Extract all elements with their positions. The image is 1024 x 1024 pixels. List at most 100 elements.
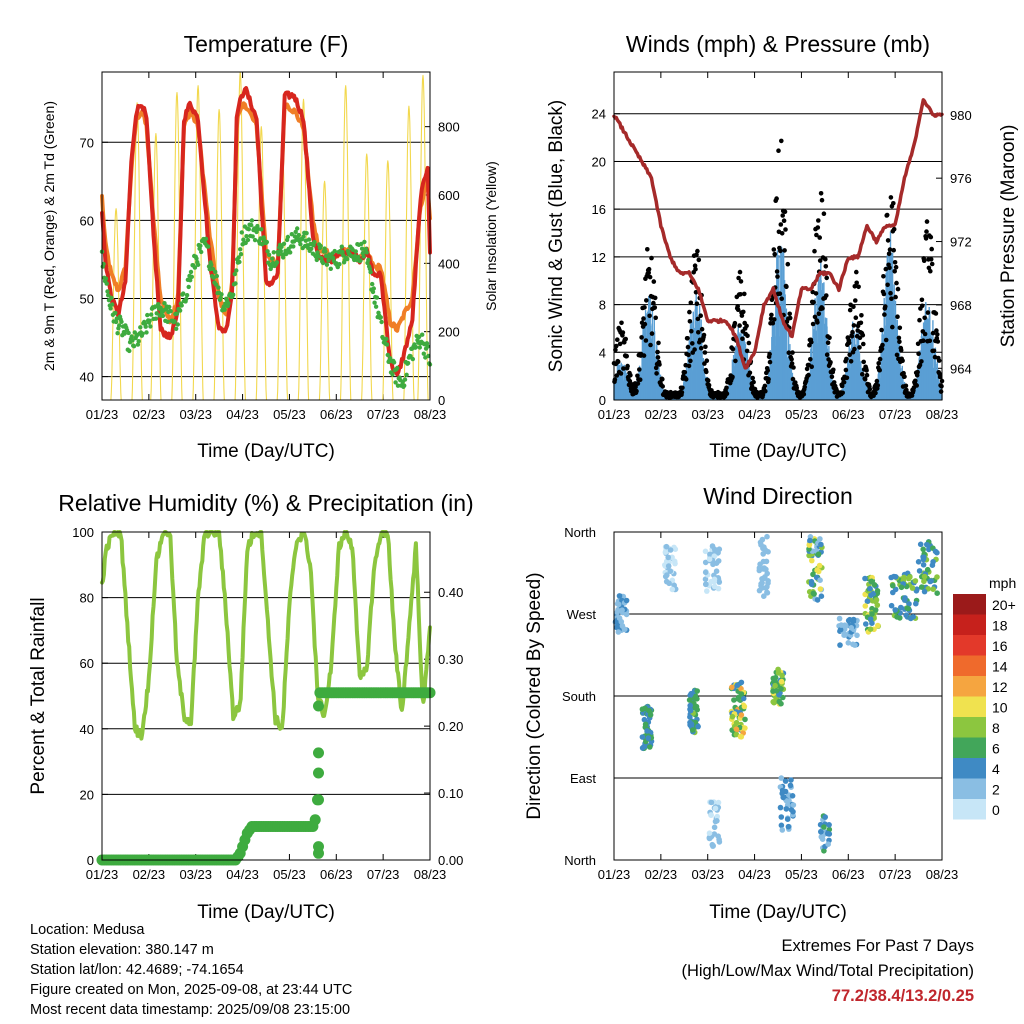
direction-point bbox=[695, 723, 701, 730]
temperature-ytick-label: 50 bbox=[80, 291, 94, 306]
temperature-ytick-label: 40 bbox=[80, 370, 94, 385]
winds-ytick-label: 20 bbox=[592, 154, 606, 169]
gust-point bbox=[923, 236, 929, 241]
direction-point bbox=[647, 712, 654, 718]
gust-point bbox=[625, 363, 630, 369]
gust-point bbox=[784, 284, 789, 290]
winds-plot: 01/23 02/23 03/23 04/23 05/23 06/23 07/23 08/23… bbox=[592, 71, 972, 422]
gust-point bbox=[935, 332, 940, 337]
insolation-curve bbox=[297, 98, 310, 401]
direction-ytick-label: North bbox=[564, 525, 596, 540]
gust-point bbox=[829, 374, 835, 380]
gust-point bbox=[937, 374, 943, 380]
direction-point bbox=[920, 562, 927, 568]
gust-point bbox=[928, 234, 934, 240]
gust-point bbox=[853, 315, 859, 321]
winds-title: Winds (mph) & Pressure (mb) bbox=[626, 31, 930, 57]
extremes-summary: Extremes For Past 7 Days (High/Low/Max W… bbox=[681, 934, 974, 1009]
gust-point bbox=[735, 307, 741, 313]
temperature-xtick-label: 02/23 bbox=[133, 407, 166, 422]
gust-point bbox=[783, 227, 788, 232]
dewpoint-point bbox=[295, 226, 300, 231]
humidity-ytick-label: 40 bbox=[80, 722, 94, 737]
gust-point bbox=[815, 225, 821, 230]
precip-point bbox=[313, 747, 324, 759]
dewpoint-point bbox=[198, 243, 203, 248]
gust-point bbox=[696, 330, 701, 335]
gust-point bbox=[624, 353, 629, 359]
legend-label: 2 bbox=[992, 782, 1000, 798]
dewpoint-point bbox=[314, 257, 319, 263]
gust-point bbox=[900, 358, 905, 364]
gust-point bbox=[812, 314, 818, 320]
dewpoint-point bbox=[140, 331, 145, 336]
humidity-xtick-label: 01/23 bbox=[86, 867, 119, 882]
direction-point bbox=[890, 589, 896, 596]
gust-point bbox=[688, 358, 693, 364]
gust-point bbox=[648, 342, 653, 348]
dewpoint-point bbox=[203, 236, 209, 241]
direction-point bbox=[669, 586, 676, 593]
insolation-curve bbox=[110, 208, 122, 401]
gust-point bbox=[644, 298, 649, 303]
dewpoint-point bbox=[385, 352, 390, 358]
legend-swatch bbox=[953, 778, 986, 799]
direction-point bbox=[778, 814, 785, 820]
gust-point bbox=[654, 371, 659, 376]
temperature-xtick-label: 05/23 bbox=[273, 407, 306, 422]
direction-point bbox=[619, 607, 625, 613]
direction-point bbox=[867, 626, 874, 632]
direction-point bbox=[706, 556, 713, 562]
gust-point bbox=[612, 377, 618, 382]
t2m-line bbox=[100, 86, 432, 377]
gust-point bbox=[843, 367, 849, 373]
direction-point bbox=[615, 629, 622, 635]
direction-point bbox=[779, 787, 786, 794]
legend-label: 20+ bbox=[992, 597, 1016, 613]
dewpoint-point bbox=[279, 244, 284, 249]
dewpoint-point bbox=[174, 311, 180, 316]
gust-point bbox=[655, 355, 661, 360]
gust-point bbox=[920, 303, 925, 309]
gust-point bbox=[811, 299, 816, 305]
gust-point bbox=[860, 372, 865, 377]
gust-point bbox=[614, 373, 620, 378]
humidity-ytick-label: 100 bbox=[72, 525, 94, 540]
direction-ytick-label: South bbox=[562, 689, 596, 704]
gust-point bbox=[785, 261, 791, 267]
speed-legend-title: mph bbox=[989, 575, 1016, 591]
gust-point bbox=[817, 235, 822, 240]
legend-label: 12 bbox=[992, 679, 1008, 695]
direction-point bbox=[764, 533, 770, 540]
direction-point bbox=[818, 593, 825, 599]
dewpoint-point bbox=[337, 262, 342, 267]
gust-point bbox=[696, 257, 702, 263]
direction-point bbox=[932, 548, 939, 555]
winds-ylabel-right: Station Pressure (Maroon) bbox=[998, 125, 1019, 348]
gust-point bbox=[617, 341, 623, 347]
gust-point bbox=[660, 376, 665, 382]
temperature-ylabel-left: 2m & 9m T (Red, Orange) & 2m Td (Green) bbox=[41, 101, 57, 371]
gust-point bbox=[824, 352, 830, 358]
direction-point bbox=[862, 575, 868, 582]
direction-point bbox=[776, 692, 782, 698]
gust-point bbox=[647, 313, 652, 319]
gust-point bbox=[815, 320, 820, 325]
direction-point bbox=[667, 568, 674, 574]
direction-point bbox=[687, 692, 693, 699]
gust-point bbox=[823, 264, 829, 269]
direction-point bbox=[706, 835, 713, 842]
gust-point bbox=[821, 211, 827, 216]
dewpoint-point bbox=[402, 377, 408, 382]
dewpoint-point bbox=[371, 286, 376, 291]
dewpoint-point bbox=[395, 383, 401, 388]
gust-point bbox=[705, 378, 711, 383]
precip-point bbox=[313, 700, 324, 712]
dewpoint-point bbox=[103, 276, 109, 281]
legend-label: 8 bbox=[992, 720, 1000, 736]
direction-point bbox=[930, 586, 936, 592]
gust-point bbox=[875, 383, 881, 388]
direction-point bbox=[921, 578, 927, 585]
gust-point bbox=[704, 358, 710, 364]
direction-point bbox=[738, 691, 745, 697]
